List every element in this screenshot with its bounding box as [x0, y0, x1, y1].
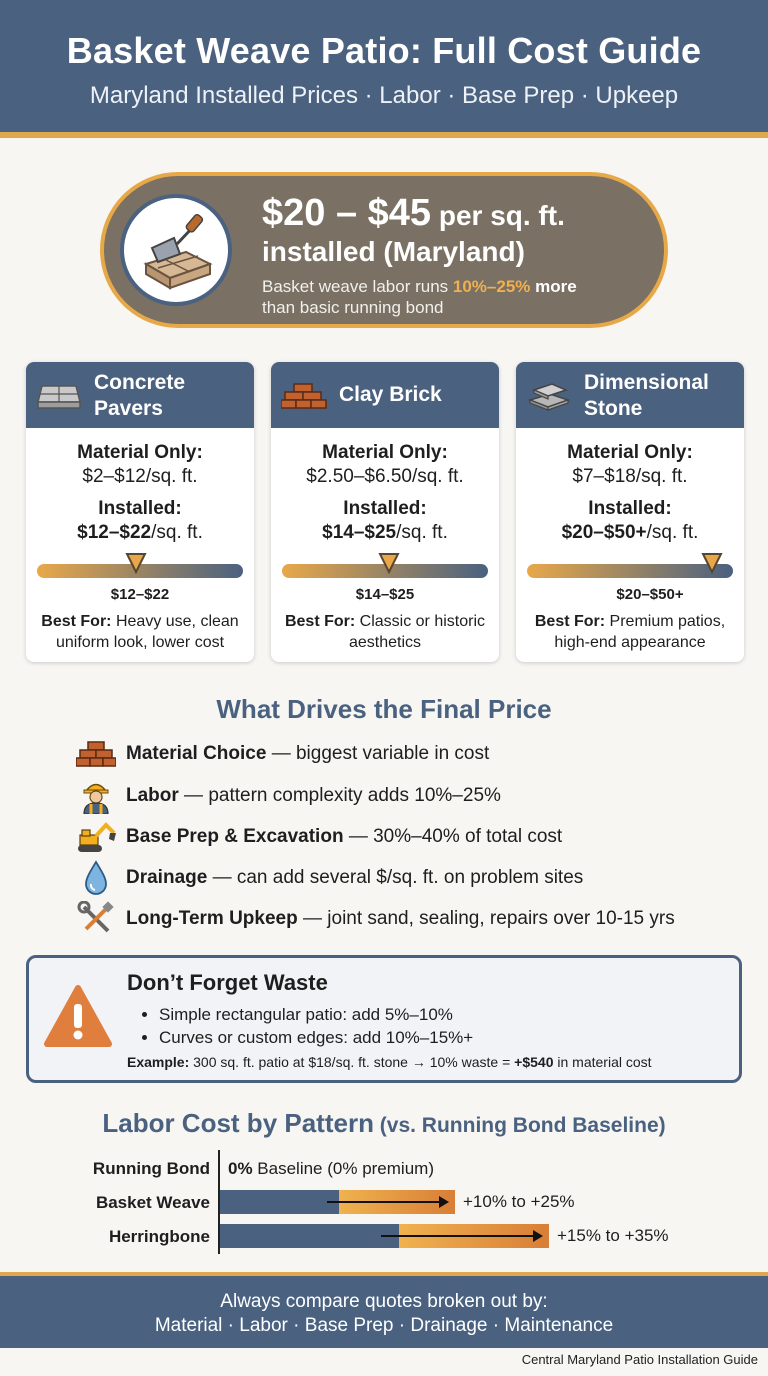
labor-premium-note: Basket weave labor runs 10%–25% more tha… — [262, 277, 577, 317]
price-marker-icon — [125, 553, 147, 574]
price-marker-icon — [378, 553, 400, 574]
driver-item: Material Choice — biggest variable in co… — [75, 736, 756, 772]
footer-credit: Central Maryland Patio Installation Guid… — [521, 1352, 758, 1367]
warning-icon — [43, 984, 113, 1050]
driver-text: Long-Term Upkeep — joint sand, sealing, … — [126, 908, 675, 929]
installed-value: $14–$25/sq. ft. — [322, 522, 448, 543]
price-scale-bar — [282, 553, 488, 578]
waste-bullet: Simple rectangular patio: add 5%–10% — [159, 1004, 473, 1026]
material-label: Material Only: — [322, 442, 448, 463]
installed-label: Installed: — [98, 498, 182, 519]
labor-row: Running Bond 0% Baseline (0% premium) — [0, 1154, 768, 1182]
range-label: $20–$50+ — [616, 586, 684, 603]
page-title: Basket Weave Patio: Full Cost Guide — [66, 30, 702, 71]
driver-item: Labor — pattern complexity adds 10%–25% — [76, 778, 756, 815]
installed-value: $20–$50+/sq. ft. — [561, 522, 699, 543]
pattern-value: +15% to +35% — [557, 1226, 669, 1245]
brick-stack-icon — [75, 736, 117, 772]
waste-title: Don’t Forget Waste — [127, 970, 328, 995]
page-subtitle: Maryland Installed Prices · Labor · Base… — [89, 82, 679, 109]
pattern-name: Basket Weave — [95, 1193, 210, 1212]
card-title: Clay Brick — [339, 383, 442, 406]
driver-item: Base Prep & Excavation — 30%–40% of tota… — [76, 819, 756, 855]
labor-title: Labor Cost by Pattern (vs. Running Bond … — [102, 1108, 666, 1138]
pattern-name: Herringbone — [108, 1227, 210, 1246]
premium-bar — [220, 1190, 455, 1214]
waste-list: Simple rectangular patio: add 5%–10% Cur… — [159, 1004, 473, 1050]
price-scale-bar — [527, 553, 733, 578]
trowel-on-bricks-icon — [120, 194, 232, 306]
best-for: Best For: Heavy use, clean uniform look,… — [41, 613, 239, 651]
clay-brick-icon — [280, 380, 327, 412]
driver-text: Base Prep & Excavation — 30%–40% of tota… — [126, 826, 563, 847]
material-label: Material Only: — [77, 442, 203, 463]
best-for: Best For: Classic or historic aesthetics — [284, 613, 486, 651]
excavator-icon — [76, 819, 116, 855]
driver-text: Labor — pattern complexity adds 10%–25% — [126, 785, 501, 806]
premium-bar — [220, 1224, 549, 1248]
footer-line-2: Material · Labor · Base Prep · Drainage … — [154, 1315, 614, 1336]
pattern-value: +10% to +25% — [463, 1192, 575, 1211]
header-banner: Basket Weave Patio: Full Cost Guide Mary… — [0, 0, 768, 138]
pattern-name: Running Bond — [92, 1159, 210, 1178]
price-value: $20 – $45 — [262, 192, 432, 234]
card-clay-brick: Clay Brick Material Only: $2.50–$6.50/sq… — [271, 362, 499, 662]
best-for: Best For: Premium patios, high-end appea… — [534, 613, 726, 651]
card-title: Concrete Pavers — [94, 371, 186, 420]
card-header: Dimensional Stone — [516, 362, 744, 428]
driver-text: Material Choice — biggest variable in co… — [126, 743, 490, 764]
material-value: $7–$18/sq. ft. — [572, 466, 688, 487]
installed-value: $12–$22/sq. ft. — [77, 522, 203, 543]
water-drop-icon — [76, 860, 116, 896]
waste-callout: Don’t Forget Waste Simple rectangular pa… — [26, 955, 742, 1083]
driver-item: Drainage — can add several $/sq. ft. on … — [76, 860, 756, 896]
card-concrete-pavers: Concrete Pavers Material Only: $2–$12/sq… — [26, 362, 254, 662]
price-range: $20 – $45 per sq. ft. — [262, 192, 565, 235]
tools-icon — [76, 900, 116, 937]
waste-example: Example: 300 sq. ft. patio at $18/sq. ft… — [127, 1054, 652, 1070]
card-dimensional-stone: Dimensional Stone Material Only: $7–$18/… — [516, 362, 744, 662]
footer-line-1: Always compare quotes broken out by: — [220, 1291, 548, 1312]
chart-axis — [218, 1150, 220, 1254]
card-title: Dimensional Stone — [584, 371, 709, 420]
range-label: $14–$25 — [355, 586, 415, 603]
price-scale-bar — [37, 553, 243, 578]
range-label: $12–$22 — [110, 586, 170, 603]
concrete-paver-icon — [36, 380, 82, 412]
price-hero: $20 – $45 per sq. ft. installed (Marylan… — [100, 172, 668, 328]
price-unit: per sq. ft. — [431, 200, 565, 231]
labor-premium-highlight: 10%–25% — [452, 277, 531, 296]
driver-item: Long-Term Upkeep — joint sand, sealing, … — [76, 900, 756, 937]
installed-label: Installed: — [343, 498, 427, 519]
pattern-value: 0% Baseline (0% premium) — [228, 1159, 434, 1178]
price-installed-label: installed (Maryland) — [262, 236, 525, 267]
waste-bullet: Curves or custom edges: add 10%–15%+ — [159, 1027, 473, 1049]
worker-icon — [76, 778, 116, 815]
driver-text: Drainage — can add several $/sq. ft. on … — [126, 867, 584, 888]
price-marker-icon — [701, 553, 724, 574]
material-value: $2–$12/sq. ft. — [82, 466, 198, 487]
drivers-title: What Drives the Final Price — [216, 694, 552, 724]
material-label: Material Only: — [567, 442, 693, 463]
labor-row: Herringbone +15% to +35% — [0, 1222, 768, 1250]
card-header: Clay Brick — [271, 362, 499, 428]
installed-label: Installed: — [588, 498, 672, 519]
material-value: $2.50–$6.50/sq. ft. — [306, 466, 464, 487]
card-header: Concrete Pavers — [26, 362, 254, 428]
footer-banner: Always compare quotes broken out by: Mat… — [0, 1272, 768, 1348]
labor-row: Basket Weave +10% to +25% — [0, 1188, 768, 1216]
stone-slab-icon — [526, 380, 572, 412]
